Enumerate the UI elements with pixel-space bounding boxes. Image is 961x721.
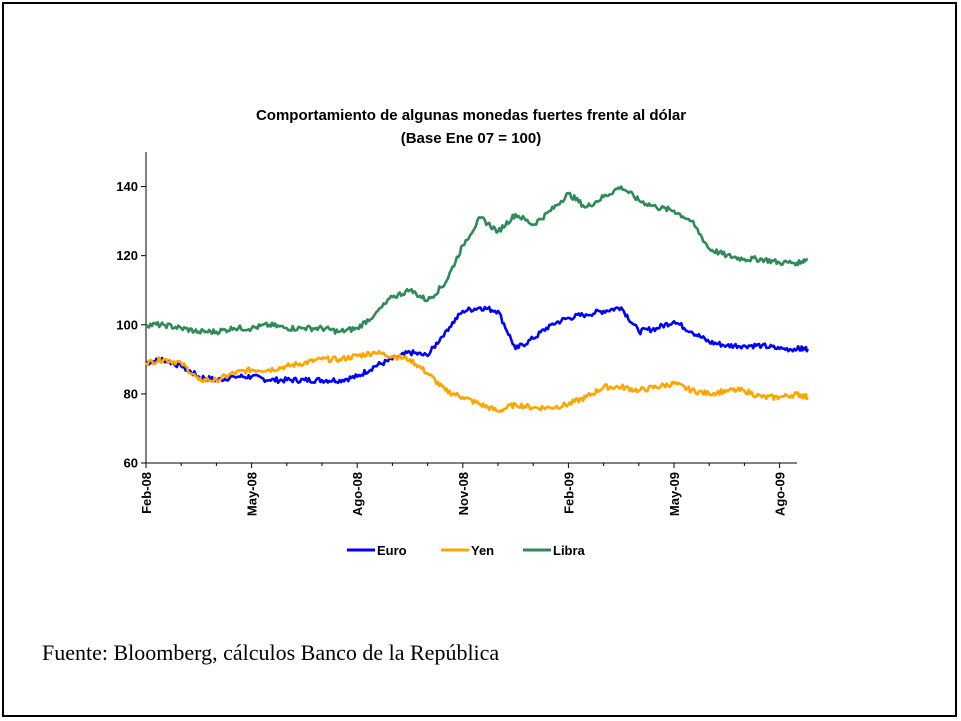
- x-tick-label: Ago-09: [773, 472, 788, 516]
- y-tick-label: 120: [116, 248, 138, 263]
- legend-label-euro: Euro: [377, 543, 407, 558]
- x-tick-label: Nov-08: [456, 472, 471, 515]
- y-tick-label: 140: [116, 179, 138, 194]
- legend: Euro Yen Libra: [347, 543, 586, 558]
- source-note: Fuente: Bloomberg, cálculos Banco de la …: [42, 640, 500, 665]
- axes: 60 80 100 120 140 Feb-08 May-08 Ago-08 Nov-08 Feb…: [116, 152, 797, 516]
- chart-subtitle: (Base Ene 07 = 100): [401, 130, 542, 147]
- series-lines: [144, 185, 810, 414]
- y-tick-label: 100: [116, 317, 138, 332]
- x-tick-label: May-08: [245, 472, 260, 516]
- legend-label-yen: Yen: [471, 543, 494, 558]
- x-tick-label: Feb-09: [561, 472, 576, 514]
- y-tick-label: 80: [124, 386, 138, 401]
- series-line-libra: [145, 185, 809, 336]
- series-line-yen: [144, 349, 809, 414]
- x-tick-label: May-09: [667, 472, 682, 516]
- x-tick-label: Feb-08: [139, 472, 154, 514]
- legend-label-libra: Libra: [553, 543, 586, 558]
- chart-title: Comportamiento de algunas monedas fuerte…: [256, 107, 686, 124]
- x-tick-label: Ago-08: [350, 472, 365, 516]
- y-tick-label: 60: [124, 456, 138, 471]
- series-line-euro: [145, 305, 810, 385]
